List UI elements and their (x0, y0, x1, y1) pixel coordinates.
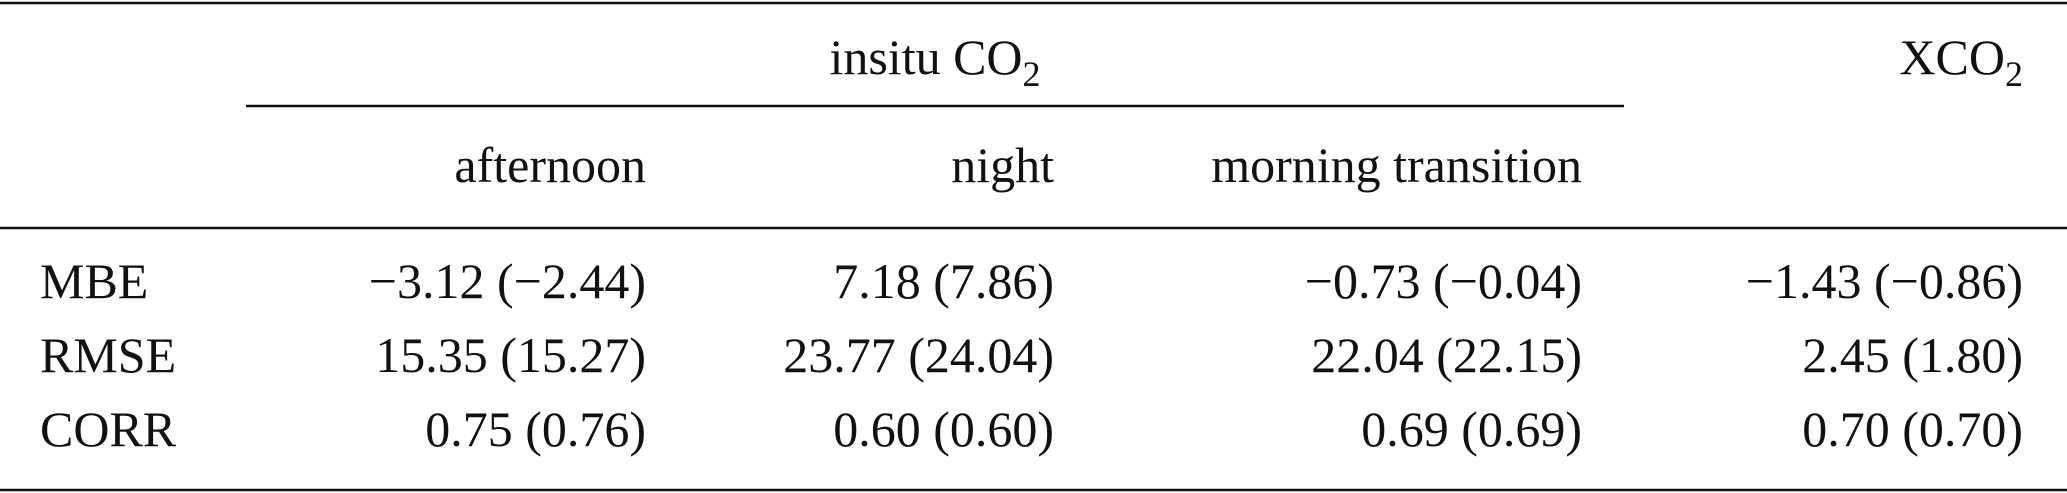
column-header: afternoon (454, 137, 646, 193)
cell: 0.70 (0.70) (1802, 401, 2023, 457)
cell: −0.73 (−0.04) (1305, 253, 1582, 309)
group-header-subscript: 2 (1023, 54, 1041, 94)
cell: 0.75 (0.76) (425, 401, 646, 457)
cell: 2.45 (1.80) (1802, 327, 2023, 383)
column-header: morning transition (1211, 137, 1582, 193)
cell: 15.35 (15.27) (375, 327, 646, 383)
row-label: CORR (40, 401, 177, 457)
cell: 22.04 (22.15) (1311, 327, 1582, 383)
cell: −3.12 (−2.44) (369, 253, 646, 309)
cell: 0.60 (0.60) (833, 401, 1054, 457)
group-header: insitu CO2 (829, 29, 1040, 94)
cell: 7.18 (7.86) (833, 253, 1054, 309)
group-header: XCO2 (1899, 29, 2023, 94)
cell: 0.69 (0.69) (1361, 401, 1582, 457)
row-label: MBE (40, 253, 148, 309)
column-header: night (951, 137, 1054, 193)
cell: −1.43 (−0.86) (1746, 253, 2023, 309)
cell: 23.77 (24.04) (783, 327, 1054, 383)
group-header-text: XCO (1899, 29, 2005, 85)
group-header-text: insitu CO (829, 29, 1022, 85)
row-label: RMSE (40, 327, 176, 383)
group-header-subscript: 2 (2005, 54, 2023, 94)
